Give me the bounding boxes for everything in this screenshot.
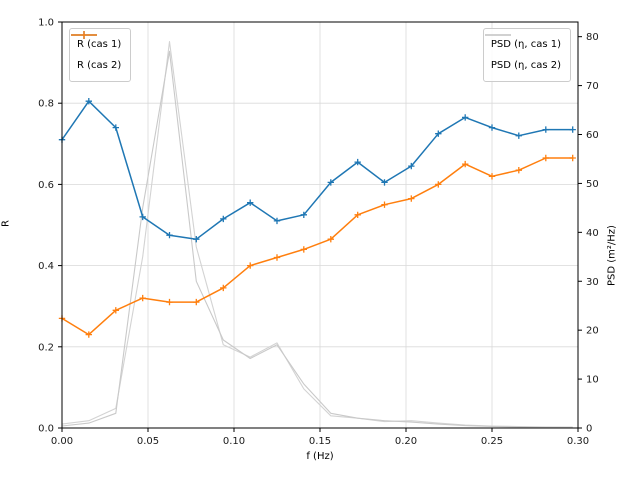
legend-line-sample-r-cas2 xyxy=(71,31,97,39)
svg-text:0.20: 0.20 xyxy=(395,436,417,447)
legend-label-r-cas1: R (cas 1) xyxy=(77,38,122,50)
legend-r: R (cas 1) R (cas 2) xyxy=(69,28,132,82)
svg-text:20: 20 xyxy=(586,326,599,337)
svg-text:0.0: 0.0 xyxy=(38,424,54,435)
legend-label-psd-cas1: PSD (η, cas 1) xyxy=(490,38,561,50)
legend-line-sample-psd-cas2 xyxy=(484,34,511,36)
legend-psd: PSD (η, cas 1) PSD (η, cas 2) xyxy=(482,28,571,82)
axis-ticks-and-labels: 0.00 0.05 0.10 0.15 0.20 0.25 0.30 0.0 0.2 0.4 0.6… xyxy=(38,18,599,448)
y-axis-label-right: PSD (m²/Hz) xyxy=(606,225,618,286)
svg-text:0.8: 0.8 xyxy=(38,99,54,110)
svg-text:50: 50 xyxy=(586,179,599,190)
legend-entry-psd-cas2: PSD (η, cas 2) xyxy=(484,34,561,76)
legend-label-r-cas2: R (cas 2) xyxy=(77,59,122,71)
svg-text:1.0: 1.0 xyxy=(38,18,54,29)
svg-text:0.2: 0.2 xyxy=(38,342,54,353)
legend-entry-r-cas2: R (cas 2) xyxy=(71,31,122,76)
svg-text:80: 80 xyxy=(586,32,599,43)
y-axis-label-left: R xyxy=(0,220,12,227)
x-axis-label: f (Hz) xyxy=(306,451,334,462)
svg-text:0.15: 0.15 xyxy=(309,436,331,447)
svg-text:0.10: 0.10 xyxy=(223,436,245,447)
psd-series-lines xyxy=(61,41,573,429)
grid-lines xyxy=(61,21,579,429)
svg-text:0: 0 xyxy=(586,424,592,435)
svg-text:0.30: 0.30 xyxy=(567,436,589,447)
svg-text:0.4: 0.4 xyxy=(38,261,54,272)
svg-text:60: 60 xyxy=(586,130,599,141)
svg-text:40: 40 xyxy=(586,228,599,239)
svg-text:30: 30 xyxy=(586,277,599,288)
svg-text:0.25: 0.25 xyxy=(481,436,503,447)
svg-text:0.00: 0.00 xyxy=(51,436,73,447)
svg-text:0.6: 0.6 xyxy=(38,180,54,191)
svg-text:0.05: 0.05 xyxy=(137,436,159,447)
r-series-lines xyxy=(58,98,576,338)
svg-text:10: 10 xyxy=(586,375,599,386)
legend-label-psd-cas2: PSD (η, cas 2) xyxy=(490,59,561,71)
svg-text:70: 70 xyxy=(586,81,599,92)
